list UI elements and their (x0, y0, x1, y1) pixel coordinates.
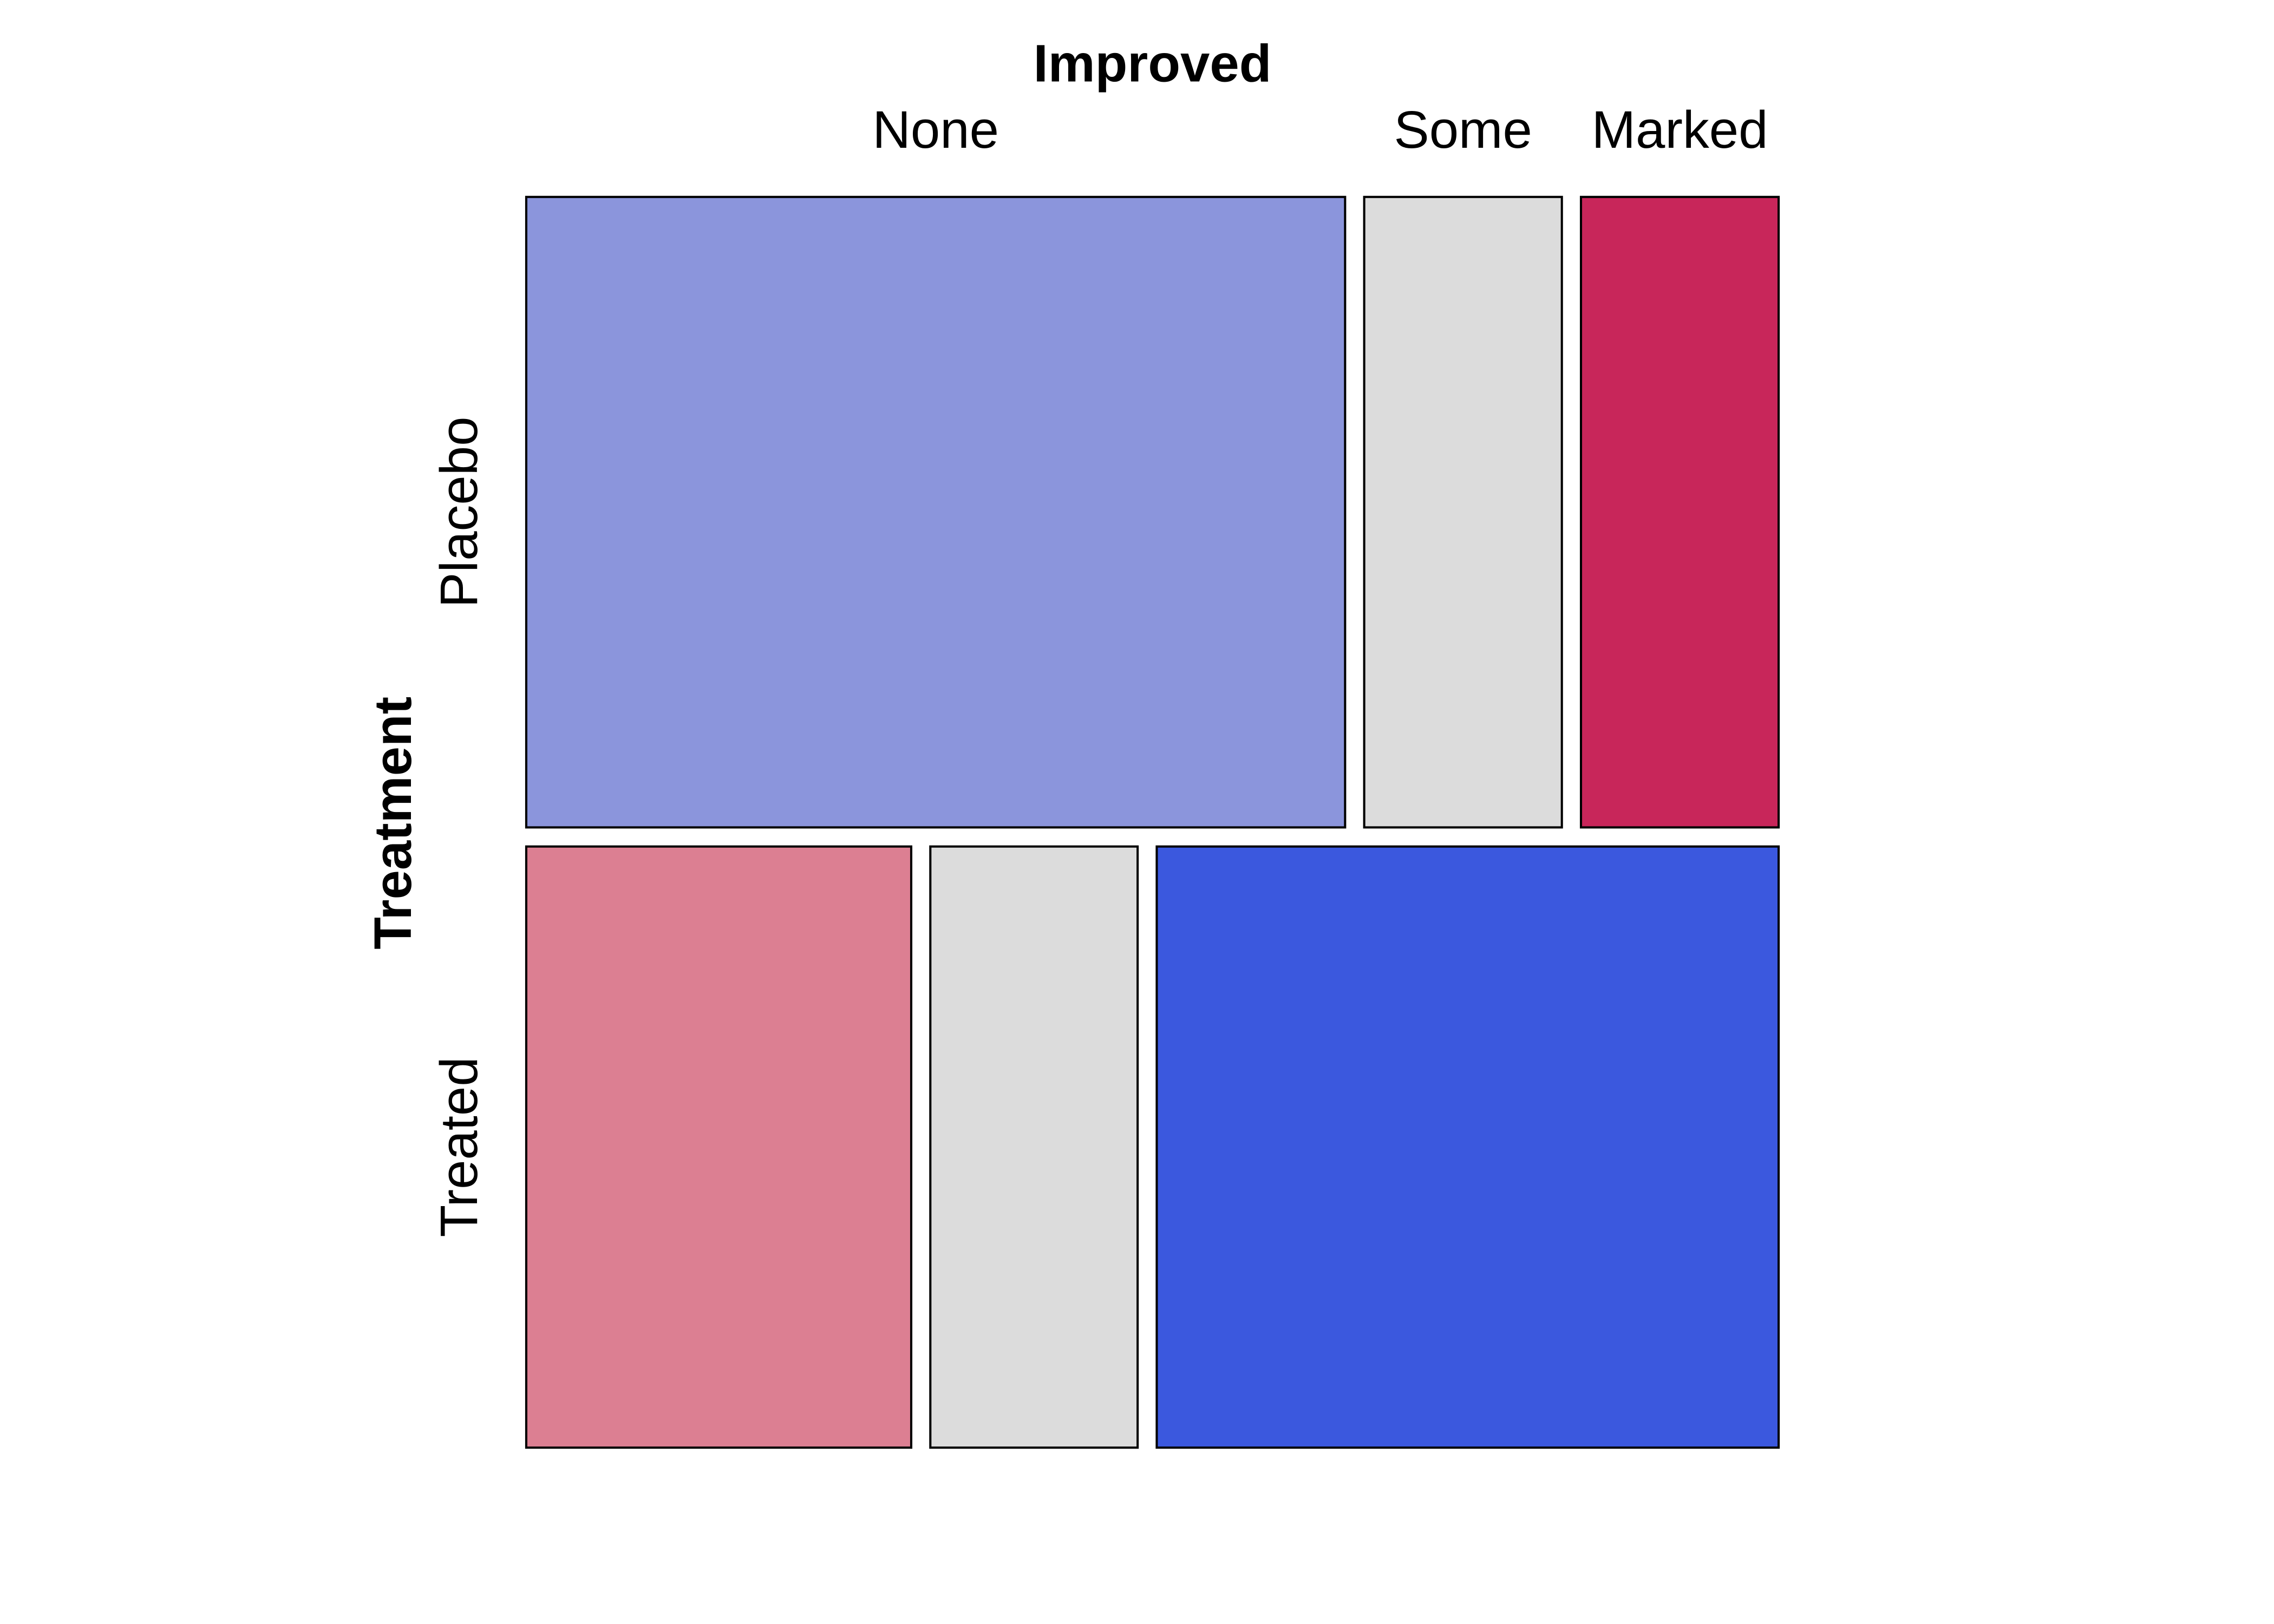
mosaic-cell (525, 845, 913, 1449)
column-label: Marked (1592, 100, 1768, 159)
mosaic-cell (1363, 195, 1563, 829)
row-label: Placebo (429, 417, 488, 608)
mosaic-cell (929, 845, 1139, 1449)
column-label: None (872, 100, 999, 159)
mosaic-cell (525, 195, 1347, 829)
row-variable-label: Treatment (363, 697, 422, 949)
column-variable-label: Improved (1034, 34, 1272, 93)
mosaic-cell (1155, 845, 1780, 1449)
row-label: Treated (429, 1057, 488, 1237)
mosaic-cell (1579, 195, 1780, 829)
column-label: Some (1394, 100, 1532, 159)
